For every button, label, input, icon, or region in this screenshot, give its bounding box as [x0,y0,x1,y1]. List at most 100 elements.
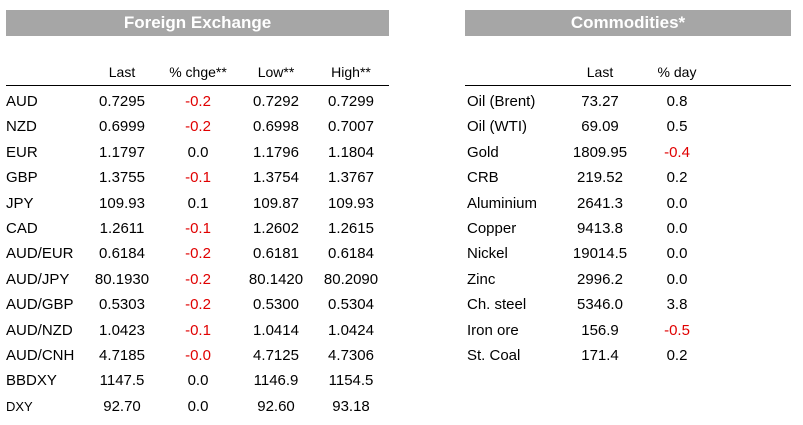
fx-pair: GBP [6,169,38,187]
fx-last: 0.5303 [99,296,145,314]
commodity-day: 0.8 [666,93,688,110]
fx-chge: -0.2 [185,93,211,110]
fx-pair: CAD [6,220,38,237]
commodity-day: 0.0 [666,270,688,288]
commodity-name: Oil (Brent) [467,93,536,110]
fx-low: 1.1796 [253,143,299,161]
commodity-name: Copper [467,220,517,237]
table-row: AUD/JPY 80.1930 -0.2 80.1420 80.2090 [0,267,803,292]
fx-chge: -0.1 [185,321,211,339]
table-row: GBP 1.3755 -0.1 1.3754 1.3767 [0,165,803,190]
fx-chge: 0.0 [187,372,209,390]
fx-high: 0.5304 [328,296,374,314]
fx-chge: -0.2 [185,296,211,314]
commodities-title: Commodities* [465,10,791,36]
fx-high: 4.7306 [328,347,374,364]
commodity-day: 0.0 [666,194,688,212]
fx-chge: -0.2 [185,270,211,288]
table-row: AUD/NZD 1.0423 -0.1 1.0414 1.0424 [0,318,803,343]
fx-pair: AUD/CNH [6,347,75,364]
fx-high: 1.2615 [328,220,374,237]
fx-high: 1154.5 [328,372,374,390]
fx-pair: DXY [6,398,33,414]
table-row: DXY 92.70 0.0 92.60 93.18 [0,394,803,419]
fx-chge: -0.0 [185,347,211,364]
fx-pair: EUR [6,143,38,161]
fx-col-high: High** [331,64,371,80]
table-row: Copper 9413.8 0.0 [0,216,803,241]
table-row: CAD 1.2611 -0.1 1.2602 1.2615 [0,216,803,241]
commodity-name: Ch. steel [467,296,527,314]
fx-pair: BBDXY [6,372,57,390]
fx-low: 4.7125 [253,347,299,364]
fx-last: 80.1930 [94,270,150,288]
table-row: Oil (WTI) 69.09 0.5 [0,114,803,139]
fx-chge: 0.0 [187,397,209,415]
fx-high: 80.2090 [323,270,379,288]
commodity-last: 171.4 [581,347,619,364]
fx-high: 93.18 [332,397,370,415]
commodity-name: St. Coal [467,347,521,364]
fx-high: 1.3767 [328,169,374,187]
fx-low: 0.6181 [253,245,299,263]
fx-low: 92.60 [257,397,295,415]
commodity-last: 19014.5 [572,245,628,263]
fx-chge: -0.1 [185,169,211,187]
fx-col-chge: % chge** [169,64,227,80]
fx-chge: 0.0 [187,143,209,161]
fx-pair: AUD/JPY [6,270,70,288]
commodity-name: Gold [467,143,499,161]
fx-pair: AUD [6,93,38,110]
fx-pair: AUD/NZD [6,321,73,339]
commodity-day: 0.2 [666,347,688,364]
commodity-day: 0.0 [666,220,688,237]
table-row: NZD 0.6999 -0.2 0.6998 0.7007 [0,114,803,139]
fx-low: 1.3754 [253,169,299,187]
fx-last: 92.70 [103,397,141,415]
fx-low: 109.87 [253,194,299,212]
commodity-name: Nickel [467,245,508,263]
fx-high: 109.93 [328,194,374,212]
fx-low: 0.6998 [253,118,299,136]
fx-chge: -0.2 [185,118,211,136]
table-row: AUD/GBP 0.5303 -0.2 0.5300 0.5304 [0,292,803,317]
table-row: CRB 219.52 0.2 [0,165,803,190]
fx-last: 1.0423 [99,321,145,339]
commodity-last: 1809.95 [572,143,628,161]
fx-low: 80.1420 [248,270,304,288]
fx-last: 0.7295 [99,93,145,110]
fx-low: 1146.9 [253,372,299,390]
commodity-day: 0.5 [666,118,688,136]
table-row: JPY 109.93 0.1 109.87 109.93 [0,191,803,216]
commodity-last: 219.52 [577,169,623,187]
commodity-day: 0.2 [666,169,688,187]
table-row: EUR 1.1797 0.0 1.1796 1.1804 [0,140,803,165]
fx-pair: JPY [6,194,34,212]
commodity-last: 2996.2 [577,270,623,288]
table-row: Ch. steel 5346.0 3.8 [0,292,803,317]
table-row: St. Coal 171.4 0.2 [0,343,803,368]
table-row: AUD/CNH 4.7185 -0.0 4.7125 4.7306 [0,343,803,368]
commodity-name: Aluminium [467,194,538,212]
fx-high: 1.0424 [328,321,374,339]
commodity-day: -0.5 [664,321,690,339]
table-row: Oil (Brent) 73.27 0.8 [0,89,803,114]
fx-low: 1.0414 [253,321,299,339]
fx-chge: -0.2 [185,245,211,263]
fx-pair: AUD/EUR [6,245,74,263]
fx-high: 0.7299 [328,93,374,110]
commodity-name: Zinc [467,270,496,288]
fx-last: 1147.5 [99,372,145,390]
fx-chge: 0.1 [187,194,209,212]
commodity-last: 9413.8 [577,220,623,237]
comm-col-last: Last [586,64,614,80]
table-row: Gold 1809.95 -0.4 [0,140,803,165]
comm-col-day: % day [657,64,697,80]
fx-last: 4.7185 [99,347,145,364]
fx-high: 0.6184 [328,245,374,263]
fx-low: 1.2602 [253,220,299,237]
commodity-name: Oil (WTI) [467,118,527,136]
table-row: Iron ore 156.9 -0.5 [0,318,803,343]
fx-last: 0.6999 [99,118,145,136]
fx-title: Foreign Exchange [6,10,389,36]
